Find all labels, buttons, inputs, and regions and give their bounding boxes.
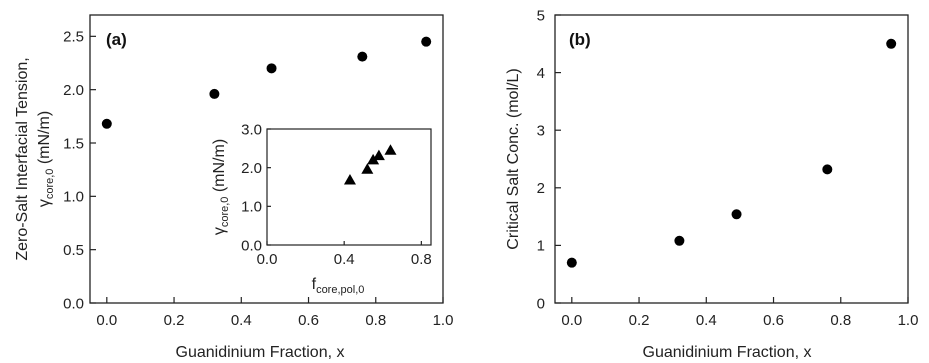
panel-b-y-tick-label: 2	[537, 180, 545, 197]
inset-y-tick-label: 0.0	[241, 237, 262, 254]
panel-a-x-tick-label: 0.8	[365, 312, 386, 329]
inset-y-tick-label: 1.0	[241, 199, 262, 216]
panel-a-inset: 0.0 0.4 0.8 0.01.02.03.0 fcore,pol,0 γcore…	[211, 121, 432, 296]
panel-a-y-tick-label: 1.5	[63, 135, 84, 152]
panel-b-x-tick-label: 1.0	[898, 312, 919, 329]
panel-a-label: (a)	[106, 30, 127, 49]
panel-b-y-tick-label: 3	[537, 122, 545, 139]
inset-x-ticks: 0.0 0.4 0.8	[257, 241, 432, 268]
panel-b-y-tick-label: 4	[537, 65, 545, 82]
panel-b-x-tick-label: 0.4	[696, 312, 717, 329]
inset-x-axis-subscript: core,pol,0	[316, 284, 364, 296]
panel-a-y-tick-label: 0.0	[63, 295, 84, 312]
panel-b-y-tick-label: 0	[537, 295, 545, 312]
panel-b-label: (b)	[569, 30, 591, 49]
panel-a-x-tick-label: 0.4	[231, 312, 252, 329]
inset-y-ticks: 0.0 1.0 2.0 3.0	[241, 121, 271, 254]
inset-data-point	[343, 174, 356, 185]
panel-a-y-tick-label: 2.5	[63, 29, 84, 46]
panel-a-y-axis-unit: (mN/m)	[36, 111, 53, 169]
inset-x-axis-f: f	[312, 276, 317, 293]
panel-a-frame	[89, 14, 444, 304]
panel-a-x-axis-title: Guanidinium Fraction, x	[176, 344, 345, 361]
inset-y-axis-subscript: core,0	[219, 197, 231, 228]
inset-points	[343, 144, 397, 185]
panel-b-x-ticks: 0.0 0.2 0.4 0.6 0.8 1.0	[561, 297, 918, 329]
panel-a-points	[101, 36, 432, 129]
panel-a-y-ticks: 0.0 0.5 1.0 1.5 2.0 2.5	[63, 29, 96, 312]
panel-b-points	[566, 38, 897, 268]
inset-x-axis-title: fcore,pol,0	[312, 276, 365, 296]
inset-y-axis-title: γcore,0 (mN/m)	[211, 139, 231, 235]
panel-b-y-axis-title: Critical Salt Conc. (mol/L)	[505, 68, 522, 249]
inset-x-tick-label: 0.0	[257, 251, 278, 268]
panel-b-x-tick-label: 0.8	[830, 312, 851, 329]
panel-a-y-tick-label: 1.0	[63, 189, 84, 206]
panel-a-data-point	[266, 63, 277, 74]
panel-a-x-tick-label: 0.6	[298, 312, 319, 329]
panel-b: (b) 0.0 0.2 0.4 0.6 0.8 1.0 0 1 2 3 4 5 Guanidiniu…	[505, 7, 918, 361]
panel-a-data-point	[421, 36, 432, 47]
inset-data-point	[367, 153, 380, 165]
inset-data-point	[361, 163, 374, 174]
panel-b-x-tick-label: 0.2	[629, 312, 650, 329]
panel-a-y-axis-title-line2: γcore,0 (mN/m)	[36, 111, 56, 207]
panel-a-y-tick-label: 0.5	[63, 242, 84, 259]
panel-b-data-point	[731, 209, 742, 220]
panel-b-data-point	[822, 164, 833, 175]
panel-a-x-tick-label: 0.0	[96, 312, 117, 329]
inset-y-axis-unit: (mN/m)	[211, 139, 228, 197]
inset-x-tick-label: 0.8	[411, 251, 432, 268]
inset-data-point	[372, 149, 385, 161]
inset-frame	[266, 128, 432, 246]
panel-a-x-tick-label: 0.2	[164, 312, 185, 329]
panel-a-x-tick-label: 1.0	[433, 312, 454, 329]
panel-a-y-axis-subscript: core,0	[44, 169, 56, 200]
panel-b-x-tick-label: 0.0	[561, 312, 582, 329]
panel-b-data-point	[566, 257, 577, 268]
inset-x-tick-label: 0.4	[334, 251, 355, 268]
panel-b-y-tick-label: 5	[537, 7, 545, 24]
panel-b-frame	[554, 14, 909, 304]
inset-y-tick-label: 2.0	[241, 160, 262, 177]
panel-b-y-tick-label: 1	[537, 238, 545, 255]
inset-data-point	[384, 144, 397, 155]
panel-a-data-point	[101, 118, 112, 129]
panel-a-data-point	[357, 51, 368, 62]
panel-a-data-point	[209, 88, 220, 99]
panel-a-y-axis-gamma: γ	[36, 199, 53, 207]
panel-a-x-ticks: 0.0 0.2 0.4 0.6 0.8 1.0	[96, 297, 453, 329]
panel-a-y-tick-label: 2.0	[63, 82, 84, 99]
panel-b-x-tick-label: 0.6	[763, 312, 784, 329]
panel-b-data-point	[674, 235, 685, 246]
inset-y-tick-label: 3.0	[241, 121, 262, 138]
panel-a-y-axis-title-line1: Zero-Salt Interfacial Tension,	[14, 57, 31, 260]
inset-y-axis-gamma: γ	[211, 227, 228, 235]
panel-b-x-axis-title: Guanidinium Fraction, x	[643, 344, 812, 361]
panel-b-y-ticks: 0 1 2 3 4 5	[537, 7, 561, 312]
panel-a: (a) 0.0 0.2 0.4 0.6 0.8 1.0 0.0 0.5 1.0 1.5 2.0 2.…	[14, 14, 453, 361]
panel-b-data-point	[886, 38, 897, 49]
